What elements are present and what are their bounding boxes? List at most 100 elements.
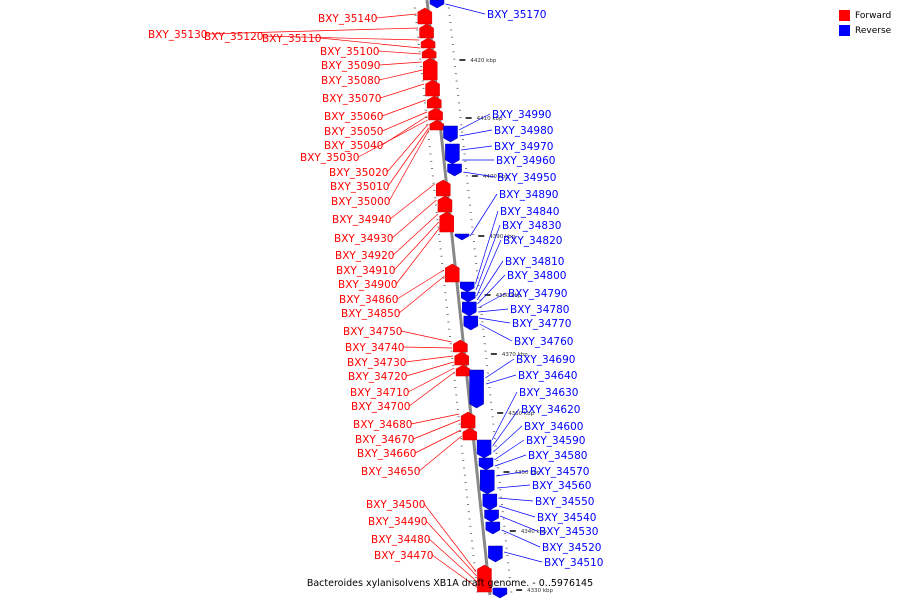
forward-leader-line [403, 346, 453, 349]
forward-gene-block [427, 95, 442, 109]
forward-leader-line [401, 330, 452, 343]
forward-gene-label: BXY_34710 [350, 387, 409, 399]
forward-leader-line [320, 37, 421, 49]
forward-gene-label: BXY_34700 [351, 401, 410, 413]
reverse-gene-label: BXY_34570 [530, 466, 589, 478]
reverse-leader-line [498, 497, 534, 502]
reverse-leader-line [475, 210, 499, 285]
forward-gene-label: BXY_34730 [347, 357, 406, 369]
legend-reverse: Reverse [839, 23, 891, 38]
reverse-gene-label: BXY_34820 [503, 235, 562, 247]
reverse-leader-line [479, 323, 513, 342]
forward-leader-line [414, 429, 462, 454]
forward-gene-block [439, 211, 454, 233]
reverse-swatch [839, 25, 850, 36]
forward-leader-line [418, 435, 462, 472]
forward-leader-line [395, 227, 440, 285]
forward-gene-block [420, 37, 436, 49]
reverse-leader-line [475, 224, 501, 291]
forward-leader-line [206, 27, 419, 35]
forward-gene-label: BXY_35040 [324, 140, 383, 152]
forward-leader-line [413, 419, 461, 440]
reverse-leader-line [485, 358, 515, 379]
reverse-leader-line [491, 391, 518, 441]
forward-gene-label: BXY_34920 [335, 250, 394, 262]
reverse-gene-block [445, 143, 460, 165]
reverse-gene-block [469, 369, 484, 409]
forward-gene-label: BXY_35030 [300, 152, 359, 164]
reverse-gene-label: BXY_34630 [519, 387, 578, 399]
forward-leader-line [391, 199, 437, 239]
reverse-gene-label: BXY_34600 [524, 421, 583, 433]
reverse-gene-block [462, 301, 477, 317]
forward-gene-block [455, 364, 471, 377]
forward-gene-label: BXY_34650 [361, 466, 420, 478]
reverse-gene-label: BXY_34530 [539, 526, 598, 538]
forward-gene-block [421, 47, 437, 59]
reverse-leader-line [478, 308, 509, 313]
tick-label: 4400 kbp [483, 174, 509, 180]
reverse-gene-label: BXY_34810 [505, 256, 564, 268]
map-caption: Bacteroides xylanisolvens XB1A draft gen… [306, 578, 594, 589]
forward-gene-label: BXY_35020 [329, 167, 388, 179]
reverse-gene-block [484, 509, 499, 523]
reverse-leader-line [501, 529, 541, 548]
reverse-gene-label: BXY_34990 [492, 109, 551, 121]
reverse-gene-label: BXY_34950 [497, 172, 556, 184]
forward-leader-line [386, 123, 429, 173]
reverse-leader-line [493, 425, 523, 453]
reverse-gene-label: BXY_34830 [502, 220, 561, 232]
forward-gene-block [453, 339, 468, 353]
forward-gene-label: BXY_35130 [148, 29, 207, 41]
forward-leader-line [393, 221, 440, 271]
tick-label: 4380 kbp [496, 293, 522, 299]
forward-leader-line [405, 355, 454, 363]
reverse-gene-block [463, 315, 479, 331]
forward-leader-line [425, 520, 477, 577]
tick-label: 4330 kbp [527, 588, 553, 594]
reverse-gene-label: BXY_35170 [487, 9, 546, 21]
forward-leader-line [388, 129, 430, 202]
legend-reverse-label: Reverse [855, 25, 892, 36]
reverse-gene-block [478, 457, 494, 471]
reverse-leader-line [459, 129, 493, 137]
forward-gene-label: BXY_35120 [204, 31, 263, 43]
reverse-leader-line [477, 292, 507, 309]
forward-leader-line [378, 50, 421, 55]
tick-label: 4370 kbp [502, 352, 528, 358]
legend: Forward Reverse [839, 8, 891, 38]
forward-leader-line [262, 35, 420, 41]
reverse-gene-label: BXY_34590 [526, 435, 585, 447]
reverse-gene-label: BXY_34980 [494, 125, 553, 137]
forward-gene-block [477, 564, 492, 593]
tick-label: 4360 kbp [508, 411, 534, 417]
reverse-leader-line [492, 408, 520, 447]
forward-gene-label: BXY_34900 [338, 279, 397, 291]
reverse-gene-block [480, 469, 495, 495]
forward-leader-line [379, 69, 423, 81]
forward-leader-line [357, 119, 429, 158]
tick-label: 4350 kbp [515, 470, 541, 476]
reverse-gene-label: BXY_34620 [521, 404, 580, 416]
forward-gene-label: BXY_34490 [368, 516, 427, 528]
forward-swatch [839, 10, 850, 21]
reverse-leader-line [469, 193, 498, 237]
forward-gene-label: BXY_34910 [336, 265, 395, 277]
reverse-leader-line [500, 515, 538, 532]
forward-leader-line [406, 361, 454, 377]
forward-leader-line [380, 83, 425, 99]
reverse-leader-line [477, 274, 506, 305]
reverse-leader-line [463, 171, 496, 178]
legend-forward-label: Forward [855, 10, 892, 21]
reverse-gene-block [492, 587, 508, 599]
forward-gene-block [436, 179, 451, 197]
reverse-gene-block [482, 493, 498, 511]
forward-gene-label: BXY_35080 [321, 75, 380, 87]
reverse-leader-line [445, 3, 486, 15]
forward-gene-block [437, 195, 453, 213]
forward-gene-label: BXY_34740 [345, 342, 404, 354]
tick-label: 4390 kbp [489, 234, 515, 240]
forward-gene-label: BXY_35070 [322, 93, 381, 105]
forward-leader-line [407, 367, 455, 393]
reverse-gene-block [429, 0, 445, 9]
